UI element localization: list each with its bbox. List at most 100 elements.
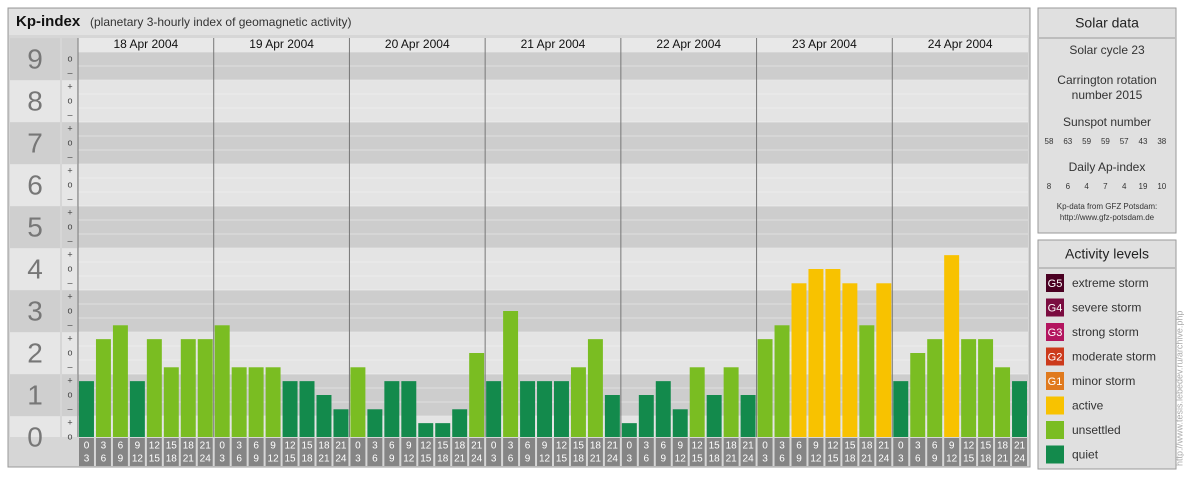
hour-label: 15 (149, 454, 161, 465)
hour-box (418, 438, 434, 466)
legend-swatch (1046, 323, 1064, 341)
date-label: 21 Apr 2004 (521, 37, 586, 51)
y-tick-label: 9 (27, 44, 43, 75)
hour-box (299, 438, 315, 466)
hour-label: 15 (284, 454, 296, 465)
hour-label: 15 (556, 454, 568, 465)
hour-label: 0 (355, 441, 361, 452)
hour-label: 0 (84, 441, 90, 452)
hour-label: 18 (454, 441, 466, 452)
hour-box (350, 438, 366, 466)
hour-label: 6 (101, 454, 107, 465)
y-minor-tick-label: + (67, 292, 72, 302)
source: Kp-data from GFZ Potsdam: (1057, 202, 1157, 211)
hour-box (282, 438, 298, 466)
hour-label: 15 (709, 441, 721, 452)
hour-box (197, 438, 213, 466)
hour-box (469, 438, 485, 466)
hour-label: 3 (915, 441, 921, 452)
bar (893, 381, 909, 437)
hour-label: 6 (525, 441, 531, 452)
bar (723, 367, 739, 437)
bar (367, 409, 383, 437)
solar-title: Solar data (1075, 15, 1139, 31)
hour-label: 0 (762, 441, 768, 452)
hour-label: 6 (644, 454, 650, 465)
chart-subtitle: (planetary 3-hourly index of geomagnetic… (90, 15, 351, 29)
hour-label: 18 (997, 441, 1009, 452)
label-band (10, 374, 60, 417)
bar (859, 325, 875, 437)
hour-box (554, 438, 569, 466)
sunspot-value: 63 (1063, 137, 1072, 146)
hour-box (367, 438, 383, 466)
bar (520, 381, 536, 437)
chart-title: Kp-index (16, 13, 81, 30)
hour-label: 18 (726, 441, 738, 452)
hour-label: 0 (898, 441, 904, 452)
hour-label: 12 (149, 441, 161, 452)
hour-box (486, 438, 502, 466)
hour-box (163, 438, 179, 466)
bar (757, 339, 773, 437)
hour-label: 3 (508, 441, 514, 452)
hour-label: 12 (403, 454, 415, 465)
legend-code: G3 (1048, 327, 1063, 339)
hour-box (333, 438, 349, 466)
y-tick-label: 2 (27, 338, 43, 369)
hour-label: 24 (1014, 454, 1026, 465)
hour-box (231, 438, 247, 466)
hour-label: 18 (318, 441, 330, 452)
bar (248, 367, 264, 437)
legend-label: unsettled (1072, 423, 1121, 437)
bar (961, 339, 977, 437)
label-band (10, 164, 60, 207)
hour-label: 12 (268, 454, 280, 465)
sunspot-value: 38 (1157, 137, 1166, 146)
hour-box (452, 438, 468, 466)
hour-label: 15 (844, 441, 856, 452)
label-band (10, 416, 60, 437)
hour-label: 15 (963, 454, 975, 465)
hour-label: 12 (827, 441, 839, 452)
hour-box (265, 438, 281, 466)
hour-label: 12 (132, 454, 144, 465)
y-minor-tick-label: o (67, 264, 72, 274)
band (78, 80, 1028, 123)
hour-box (927, 438, 943, 466)
bar (604, 395, 620, 437)
hour-label: 18 (183, 441, 195, 452)
bar (384, 381, 400, 437)
hour-label: 6 (236, 454, 242, 465)
hour-label: 6 (915, 454, 921, 465)
label-band (10, 38, 60, 81)
hour-label: 21 (200, 441, 212, 452)
bar (876, 283, 892, 437)
bar (554, 381, 569, 437)
hour-box (910, 438, 926, 466)
hour-label: 18 (709, 454, 721, 465)
legend-label: strong storm (1072, 325, 1139, 339)
label-band (62, 80, 77, 123)
band (78, 164, 1028, 207)
hour-label: 24 (878, 454, 890, 465)
hour-label: 24 (335, 454, 347, 465)
bar (282, 381, 298, 437)
label-band (62, 416, 77, 437)
hour-label: 6 (118, 441, 124, 452)
hour-box (672, 438, 688, 466)
solar-cycle: Solar cycle 23 (1069, 43, 1145, 57)
bar (265, 367, 281, 437)
legend-code: G5 (1048, 278, 1063, 290)
label-band (62, 164, 77, 207)
hour-label: 9 (660, 454, 666, 465)
y-minor-tick-label: – (67, 361, 72, 371)
band (78, 416, 1028, 437)
ap-value: 4 (1122, 182, 1127, 191)
y-minor-tick-label: o (67, 138, 72, 148)
bar (910, 353, 926, 437)
legend-swatch (1046, 347, 1064, 366)
hour-label: 9 (253, 454, 259, 465)
hour-label: 6 (389, 441, 395, 452)
hour-box (961, 438, 977, 466)
